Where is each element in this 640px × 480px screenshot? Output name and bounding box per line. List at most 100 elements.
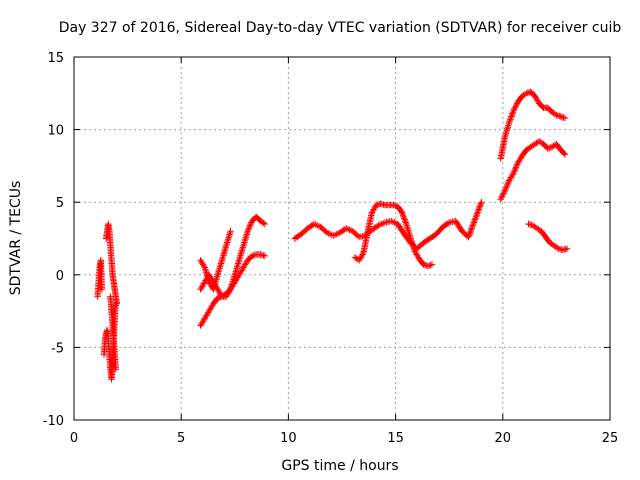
data-point (561, 114, 569, 122)
data-point (510, 168, 518, 175)
data-point (507, 114, 514, 122)
data-point (501, 187, 509, 194)
data-point (506, 119, 513, 126)
axis-ticks: 0 5 10 15 20 25 -10 -5 0 5 10 15 (43, 51, 619, 446)
data-point (511, 106, 518, 113)
data-point (474, 207, 482, 215)
data-point (245, 226, 252, 233)
data-point (246, 222, 254, 229)
data-point (521, 91, 529, 98)
plot-frame (73, 56, 611, 421)
data-point (511, 104, 519, 111)
grid-lines (74, 57, 610, 420)
data-point (113, 300, 121, 307)
data-point (380, 220, 387, 227)
y-tick-label: 0 (56, 269, 64, 284)
x-tick-label: 25 (602, 431, 619, 446)
series-arc-21 (525, 220, 571, 254)
y-tick-label: -5 (51, 341, 64, 356)
data-point (428, 261, 436, 268)
y-tick-label: 5 (56, 196, 64, 211)
data-point (512, 103, 519, 110)
data-point (563, 245, 571, 252)
data-point (478, 199, 485, 206)
series-arc-10 (291, 199, 485, 252)
x-tick-label: 0 (70, 431, 78, 446)
data-point (509, 171, 516, 178)
x-tick-label: 10 (280, 431, 297, 446)
data-point (260, 219, 267, 227)
data-point (402, 217, 409, 225)
data-points (94, 88, 571, 383)
data-point (98, 286, 106, 293)
data-point (510, 170, 517, 177)
data-point (469, 223, 476, 231)
data-point (344, 225, 352, 233)
series-burst-1d (107, 293, 119, 373)
data-point (310, 220, 318, 228)
data-point (477, 200, 484, 207)
data-point (497, 196, 504, 203)
data-point (327, 230, 334, 238)
series-burst-1a (94, 257, 106, 300)
data-point (325, 230, 332, 237)
data-point (200, 262, 208, 270)
series-arc-20b (497, 138, 569, 203)
data-point (470, 220, 477, 228)
data-point (227, 228, 234, 235)
data-point (499, 191, 506, 199)
data-point (359, 251, 366, 258)
data-point (504, 181, 511, 188)
series-arc-20a (497, 88, 569, 162)
data-point (553, 244, 561, 251)
data-point (505, 178, 512, 186)
data-point (561, 151, 569, 158)
data-point (391, 219, 398, 226)
data-point (244, 228, 251, 235)
data-point (474, 209, 481, 216)
data-point (473, 212, 480, 219)
data-point (246, 223, 253, 231)
y-axis-label: SDTVAR / TECUs (8, 181, 24, 296)
data-point (330, 232, 337, 239)
data-point (333, 230, 340, 238)
data-point (323, 229, 331, 236)
data-point (498, 194, 505, 201)
data-point (346, 226, 353, 233)
data-point (400, 213, 407, 220)
data-point (312, 221, 319, 228)
y-tick-label: -10 (43, 414, 64, 429)
data-point (551, 110, 559, 118)
data-point (501, 188, 508, 196)
data-point (247, 220, 254, 228)
data-point (112, 366, 119, 373)
series-arc-6b (197, 213, 268, 300)
data-point (503, 184, 510, 191)
data-point (389, 218, 397, 225)
data-point (512, 164, 520, 171)
data-point (376, 221, 384, 228)
data-point (511, 167, 518, 174)
data-point (388, 217, 395, 225)
data-point (226, 287, 233, 294)
data-point (476, 204, 483, 212)
chart-title: Day 327 of 2016, Sidereal Day-to-day VTE… (59, 20, 622, 36)
data-point (508, 111, 516, 119)
x-tick-label: 5 (177, 431, 185, 446)
x-axis-label: GPS time / hours (281, 458, 398, 474)
data-point (245, 225, 253, 232)
data-point (498, 193, 506, 200)
data-point (471, 216, 479, 223)
y-tick-label: 15 (47, 51, 64, 66)
y-tick-label: 10 (47, 124, 64, 139)
series-burst-1c (103, 220, 121, 307)
data-point (502, 185, 509, 193)
data-point (465, 232, 473, 239)
data-point (261, 220, 268, 228)
data-point (398, 209, 406, 216)
data-point (513, 101, 520, 109)
data-point (473, 210, 481, 217)
data-point (467, 228, 474, 235)
data-point (514, 161, 521, 168)
